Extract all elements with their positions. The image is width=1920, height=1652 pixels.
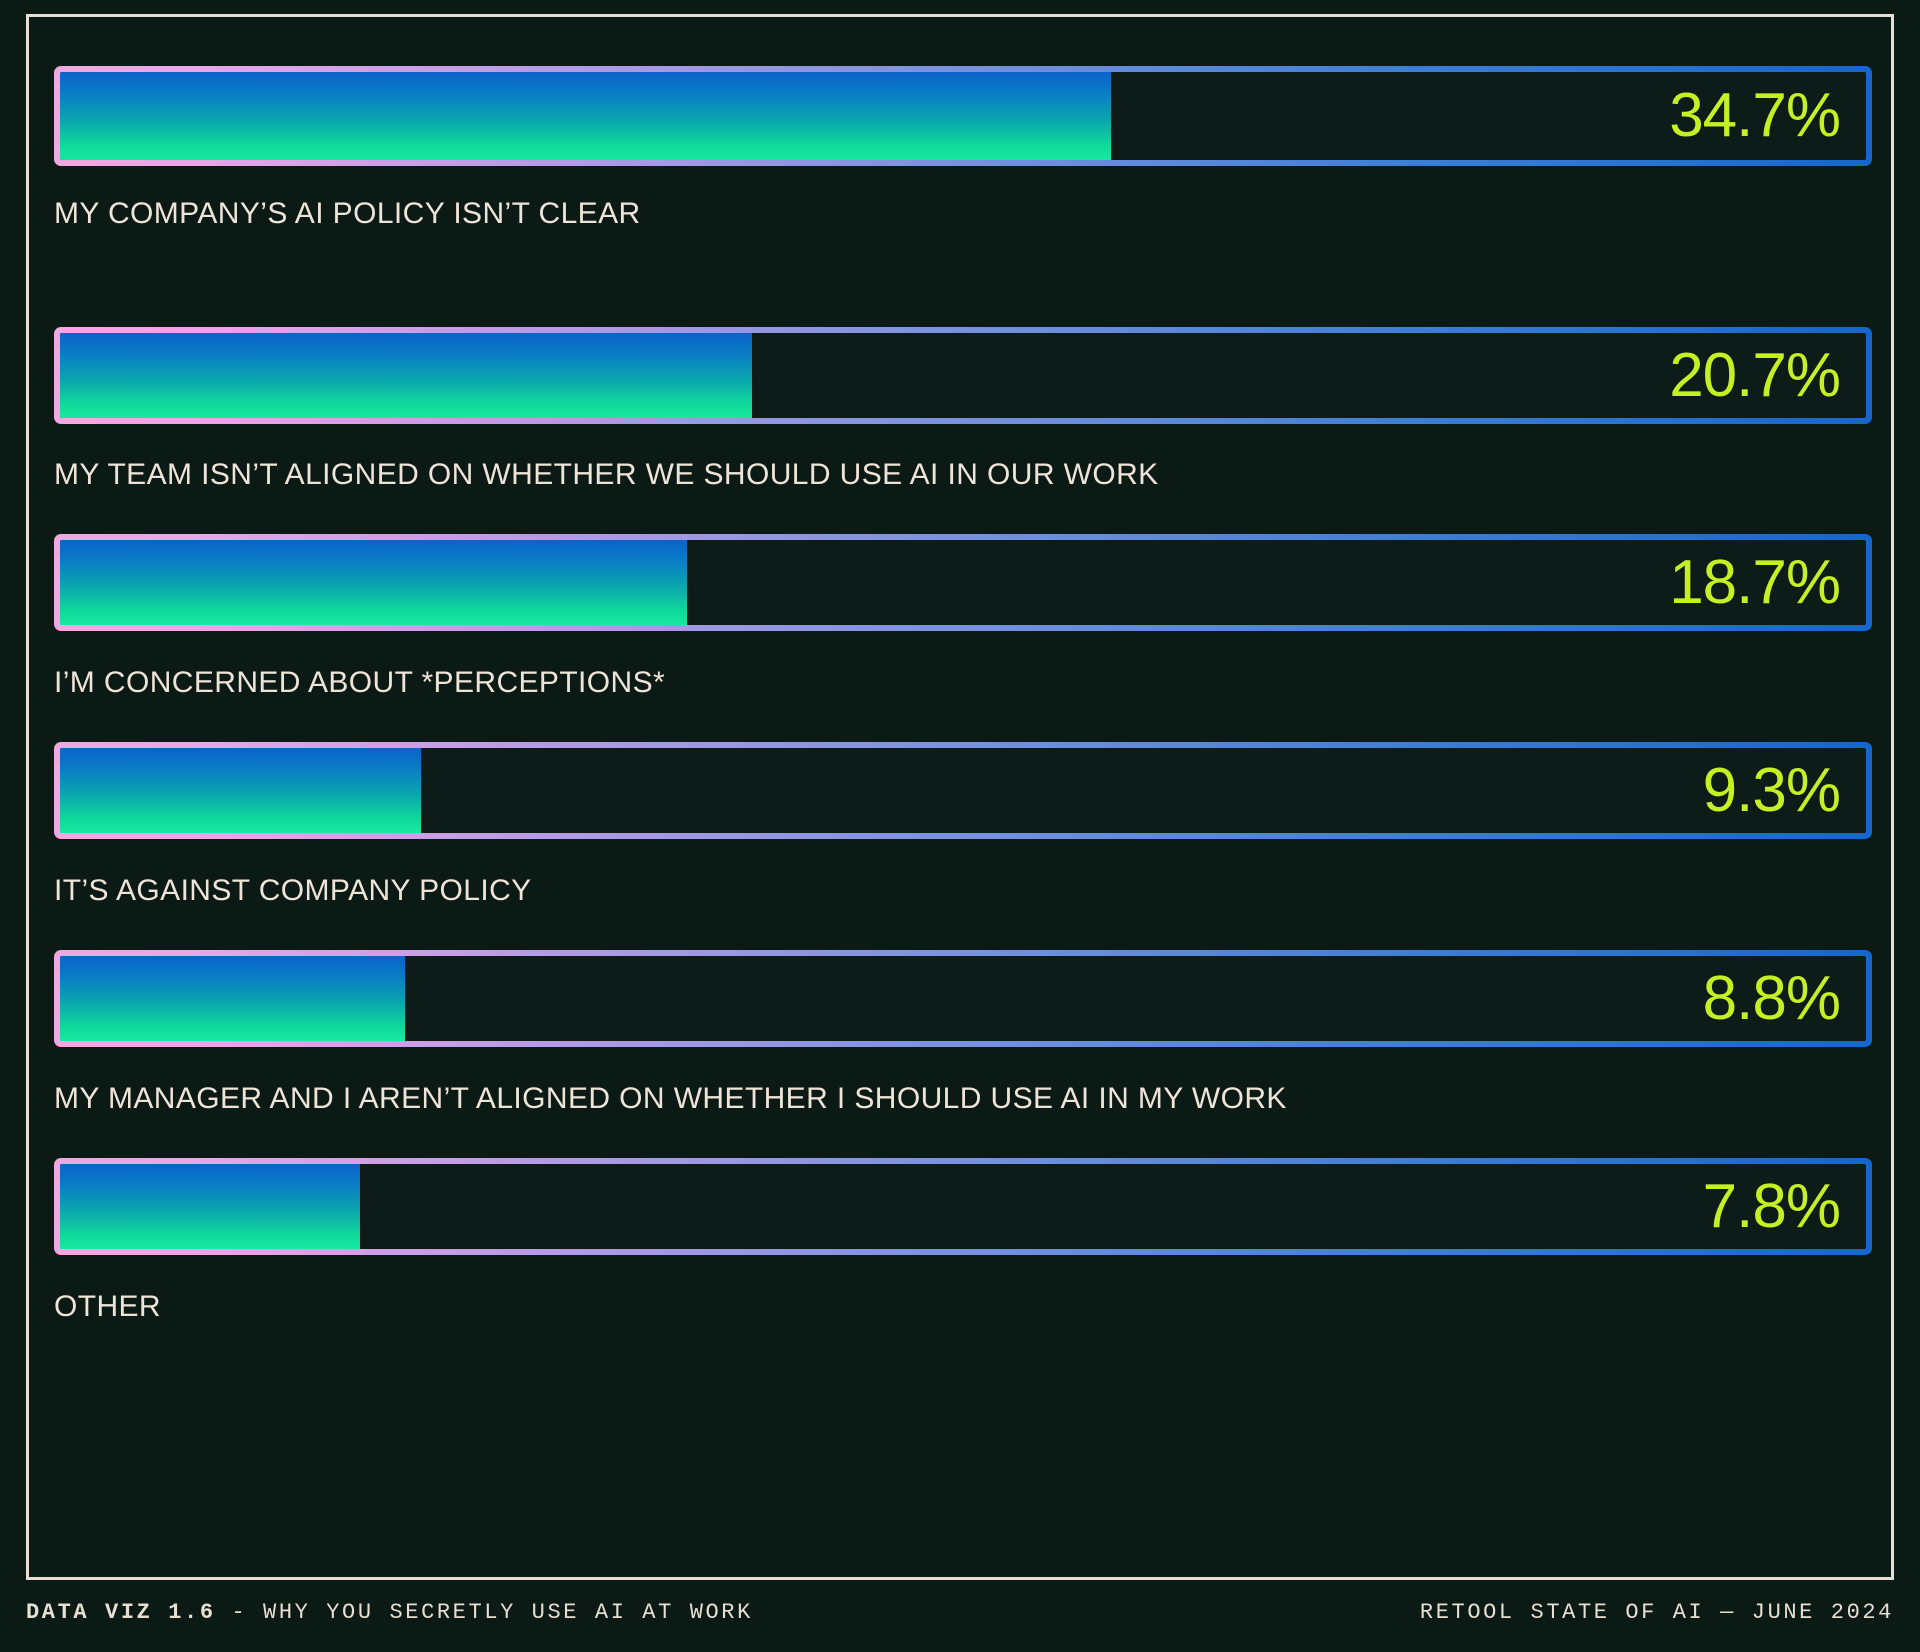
bar-inner: 34.7% [60,72,1866,160]
bar-track: 34.7% [54,66,1872,166]
bar-track: 8.8% [54,950,1872,1047]
bar-row: 9.3% [54,742,1872,839]
bar-row: 34.7% [54,66,1872,166]
footer: DATA VIZ 1.6 - WHY YOU SECRETLY USE AI A… [26,1600,1894,1640]
bar-row: 7.8% [54,1158,1872,1255]
bar-fill [60,748,422,833]
bar-fill [60,956,405,1041]
bar-row: 18.7% [54,534,1872,631]
bar-fill [60,333,752,418]
bar-category-label: MY TEAM ISN’T ALIGNED ON WHETHER WE SHOU… [54,458,1159,491]
footer-dataviz-id: DATA VIZ 1.6 [26,1600,216,1625]
bar-value-label: 34.7% [1669,81,1841,150]
bar-row: 8.8% [54,950,1872,1047]
bar-fill [60,72,1112,160]
bar-inner: 8.8% [60,956,1866,1041]
bar-category-label: IT’S AGAINST COMPANY POLICY [54,874,532,907]
bar-inner: 7.8% [60,1164,1866,1249]
bar-track: 9.3% [54,742,1872,839]
bar-track: 7.8% [54,1158,1872,1255]
bar-inner: 20.7% [60,333,1866,418]
footer-source: RETOOL STATE OF AI — JUNE 2024 [1419,1600,1894,1625]
bar-inner: 9.3% [60,748,1866,833]
bar-category-label: MY MANAGER AND I AREN’T ALIGNED ON WHETH… [54,1082,1287,1115]
bar-fill [60,1164,360,1249]
bar-value-label: 7.8% [1702,1171,1841,1241]
bar-value-label: 18.7% [1669,547,1841,617]
bar-value-label: 20.7% [1669,340,1841,410]
bar-track: 18.7% [54,534,1872,631]
bar-inner: 18.7% [60,540,1866,625]
bar-track: 20.7% [54,327,1872,424]
bar-value-label: 8.8% [1702,963,1841,1033]
bar-category-label: MY COMPANY’S AI POLICY ISN’T CLEAR [54,197,641,230]
footer-caption-left: DATA VIZ 1.6 - WHY YOU SECRETLY USE AI A… [26,1600,753,1625]
bar-category-label: I’M CONCERNED ABOUT *PERCEPTIONS* [54,666,666,699]
bar-fill [60,540,687,625]
footer-caption-rest: - WHY YOU SECRETLY USE AI AT WORK [215,1600,753,1625]
bar-chart: 34.7% MY COMPANY’S AI POLICY ISN’T CLEAR 2… [54,52,1872,1572]
bar-row: 20.7% [54,327,1872,424]
bar-category-label: OTHER [54,1290,161,1323]
bar-value-label: 9.3% [1702,755,1841,825]
